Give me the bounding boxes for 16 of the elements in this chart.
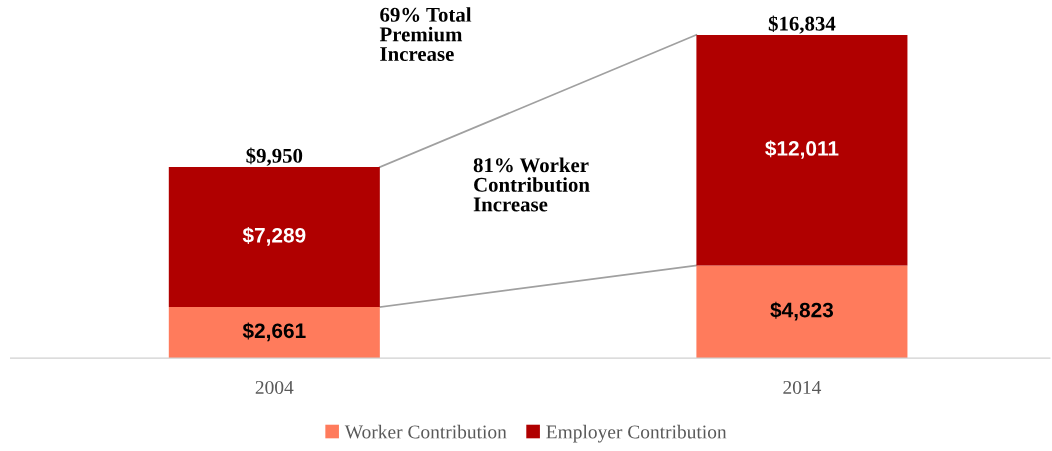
data-label: $2,661 (242, 322, 306, 342)
bar (696, 265, 908, 359)
annotation: 81% Worker Contribution Increase (473, 157, 590, 212)
bar (696, 34, 908, 266)
total-label: $9,950 (246, 147, 303, 166)
data-label: $4,823 (770, 301, 834, 321)
bar (168, 307, 380, 359)
legend-label: Employer Contribution (546, 424, 727, 443)
total-label: $16,834 (768, 15, 836, 34)
x-tick-label: 2014 (783, 380, 822, 394)
data-label: $12,011 (765, 140, 839, 159)
x-tick-label: 2004 (255, 380, 294, 394)
annotation: 69% Total Premium Increase (379, 7, 472, 62)
bar (168, 167, 380, 308)
legend-label: Worker Contribution (344, 424, 507, 439)
data-label: $7,289 (242, 226, 306, 246)
